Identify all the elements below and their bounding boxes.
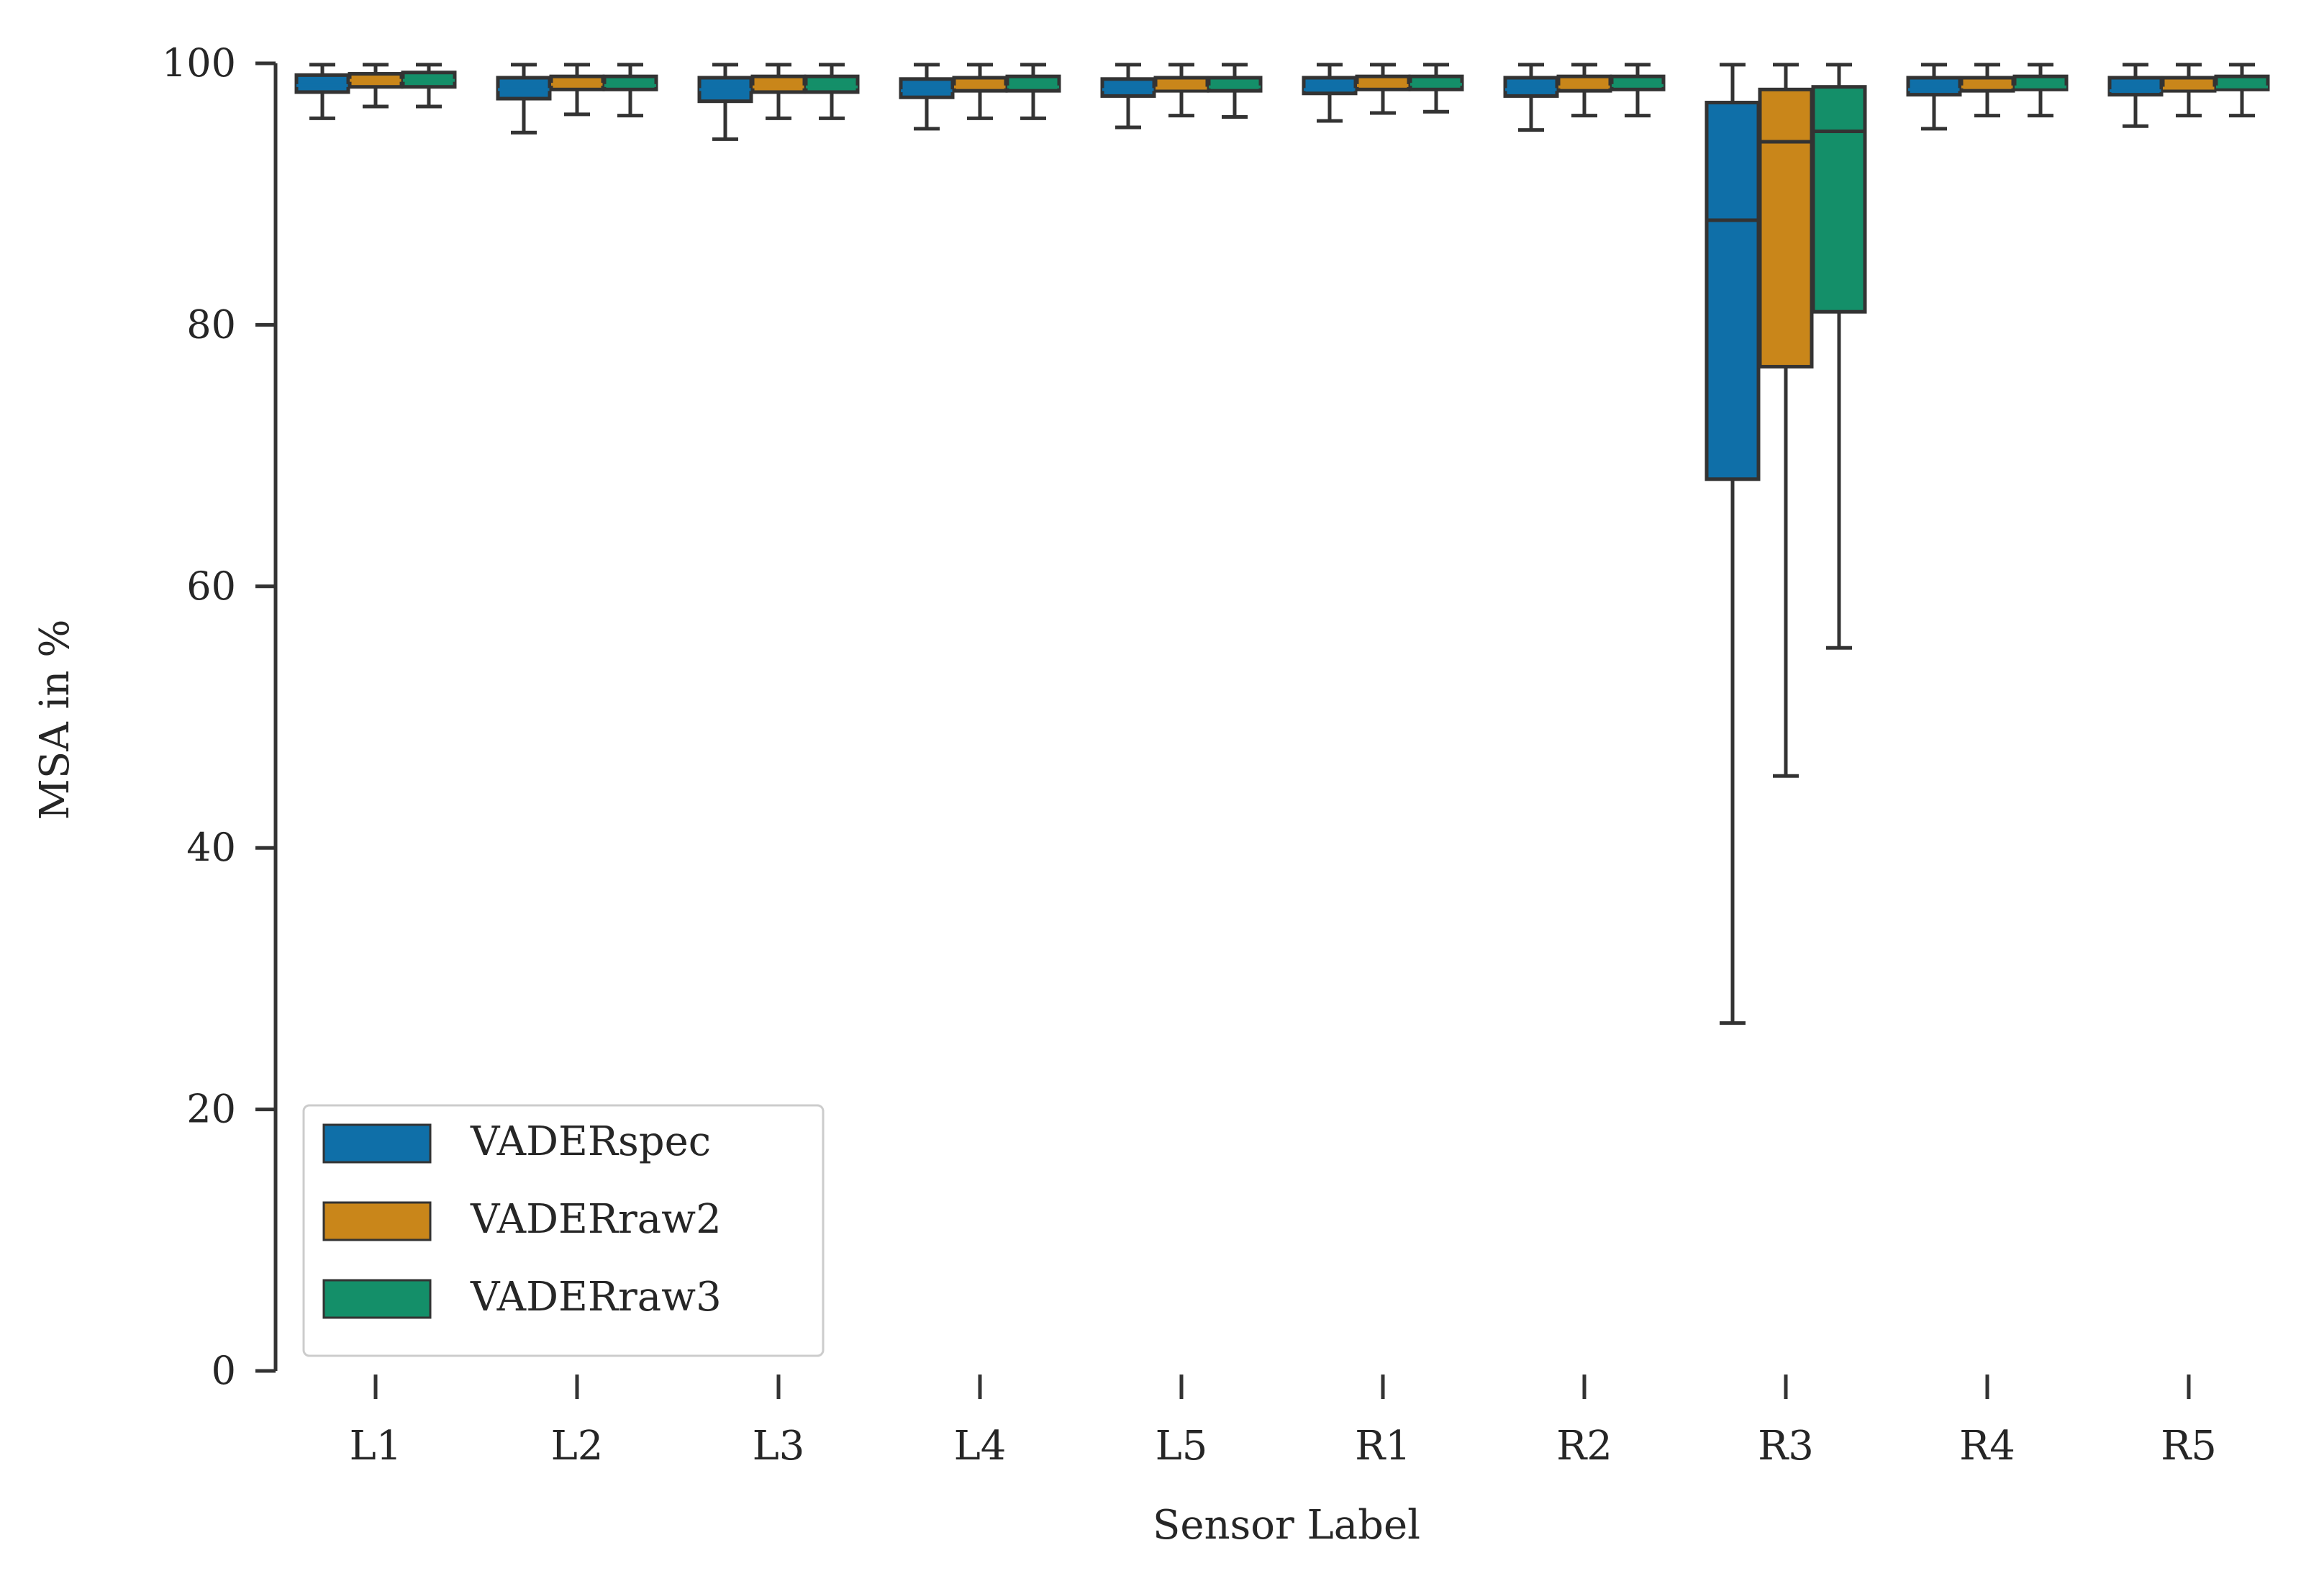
box-iqr [1906, 76, 1962, 97]
box-R5-VADERraw2 [2161, 63, 2217, 118]
legend-label: VADERraw3 [470, 1274, 722, 1321]
box-R4-VADERspec [1906, 63, 1962, 131]
box-R2-VADERraw3 [1610, 63, 1666, 118]
box-iqr [1100, 77, 1156, 98]
box-iqr [1355, 74, 1411, 91]
box-iqr [804, 74, 860, 94]
box-L4-VADERraw3 [1005, 63, 1061, 120]
box-iqr [1811, 85, 1867, 314]
box-iqr [294, 73, 350, 94]
x-tick-label: L3 [753, 1423, 805, 1470]
legend: VADERspec VADERraw2 VADERraw3 [302, 1104, 825, 1357]
box-R4-VADERraw3 [2012, 63, 2069, 118]
box-L5-VADERraw3 [1207, 63, 1263, 119]
box-L1-VADERraw2 [348, 63, 404, 109]
axes: 0 20 40 60 80 100 L1 L2 L3 L4 L5 R1 R2 R3 R4 R5 [162, 40, 2217, 1470]
box-iqr [1705, 101, 1761, 481]
x-tick-label: L1 [350, 1423, 402, 1470]
box-L2-VADERspec [496, 63, 552, 135]
boxes [294, 63, 2270, 1025]
box-L3-VADERraw3 [804, 63, 860, 120]
y-axis-label: MSA in % [32, 620, 78, 820]
x-tick-label: L5 [1156, 1423, 1208, 1470]
x-tick-label: R4 [1959, 1423, 2015, 1470]
box-R4-VADERraw2 [1959, 63, 2015, 118]
legend-item-VADERraw2: VADERraw2 [322, 1196, 722, 1243]
box-L1-VADERraw3 [401, 63, 457, 109]
x-axis-label: Sensor Label [1153, 1502, 1420, 1549]
x-tick-label: L2 [551, 1423, 604, 1470]
box-L2-VADERraw2 [549, 63, 605, 117]
box-iqr [1959, 76, 2015, 93]
box-L2-VADERraw3 [602, 63, 658, 118]
legend-swatch [322, 1201, 432, 1241]
box-iqr [1610, 74, 1666, 91]
y-tick-label: 60 [186, 563, 236, 609]
legend-item-VADERraw3: VADERraw3 [322, 1274, 722, 1321]
legend-label: VADERspec [470, 1118, 711, 1165]
box-R2-VADERspec [1503, 63, 1559, 132]
box-R3-VADERspec [1705, 63, 1761, 1025]
x-tick-label: R2 [1556, 1423, 1612, 1470]
x-tick-label: R3 [1758, 1423, 1814, 1470]
y-tick-label: 0 [212, 1348, 236, 1393]
legend-frame [302, 1104, 825, 1357]
box-R1-VADERraw2 [1355, 63, 1411, 115]
box-iqr [750, 74, 807, 94]
box-iqr [1556, 74, 1612, 93]
box-R1-VADERraw3 [1408, 63, 1464, 114]
box-L3-VADERraw2 [750, 63, 807, 120]
x-tick-label: R1 [1355, 1423, 1411, 1470]
y-tick-label: 80 [186, 302, 236, 347]
box-iqr [1302, 76, 1358, 96]
box-R3-VADERraw2 [1758, 63, 1814, 778]
box-iqr [602, 74, 658, 91]
box-L4-VADERspec [899, 63, 955, 131]
box-R5-VADERspec [2107, 63, 2164, 128]
box-R5-VADERraw3 [2214, 63, 2270, 118]
y-tick-label: 20 [186, 1087, 236, 1132]
legend-swatch [322, 1123, 432, 1164]
legend-label: VADERraw2 [470, 1196, 722, 1243]
box-iqr [1207, 76, 1263, 93]
box-R3-VADERraw3 [1811, 63, 1867, 650]
legend-swatch [322, 1279, 432, 1319]
box-iqr [1758, 87, 1814, 369]
box-L1-VADERspec [294, 63, 350, 120]
x-tick-label: L4 [954, 1423, 1007, 1470]
box-iqr [1005, 74, 1061, 93]
box-iqr [899, 77, 955, 99]
y-tick-label: 100 [162, 40, 236, 86]
box-L5-VADERspec [1100, 63, 1156, 130]
box-R1-VADERspec [1302, 63, 1358, 123]
box-iqr [1503, 76, 1559, 98]
legend-item-VADERspec: VADERspec [322, 1118, 711, 1165]
box-R2-VADERraw2 [1556, 63, 1612, 118]
y-tick-label: 40 [186, 825, 236, 870]
box-L3-VADERspec [697, 63, 753, 141]
box-iqr [952, 76, 1008, 93]
box-L5-VADERraw2 [1153, 63, 1209, 118]
box-L4-VADERraw2 [952, 63, 1008, 120]
x-tick-label: R5 [2161, 1423, 2217, 1470]
